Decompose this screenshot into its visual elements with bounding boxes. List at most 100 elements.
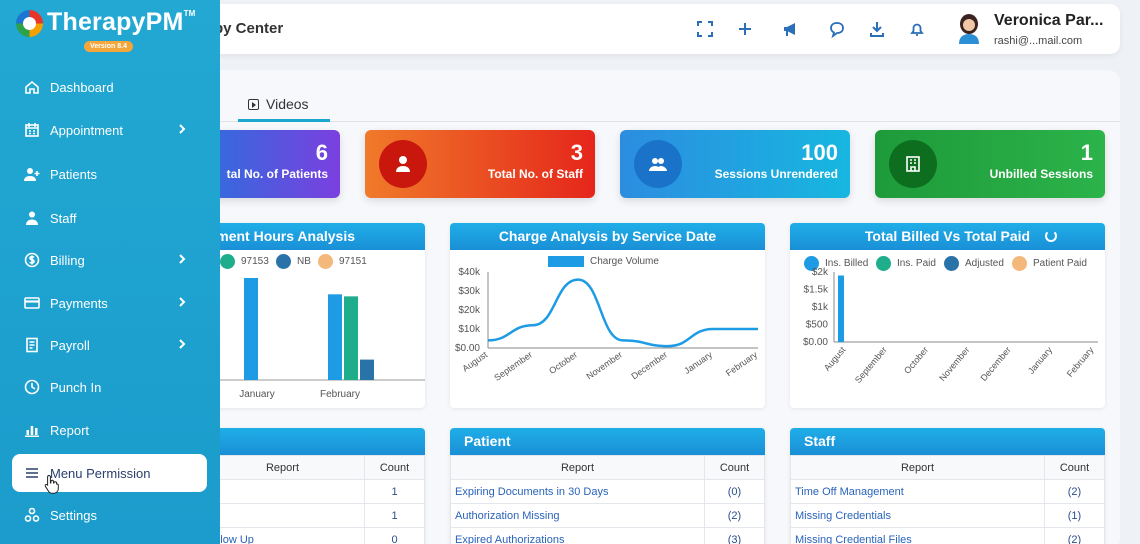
- x-tick-label: December: [629, 349, 669, 381]
- y-tick-label: $30k: [458, 286, 481, 297]
- sidebar-item-menu-permission[interactable]: Menu Permission: [12, 454, 207, 492]
- fullscreen-icon[interactable]: [696, 20, 714, 38]
- megaphone-icon[interactable]: [782, 20, 800, 38]
- sidebar-item-punch-in[interactable]: Punch In: [12, 368, 207, 406]
- bar-chart-svg: January February: [200, 278, 425, 400]
- chart-title: Total Billed Vs Total Paid: [790, 223, 1105, 250]
- avatar[interactable]: [956, 12, 982, 44]
- legend-item[interactable]: Charge Volume: [548, 256, 659, 267]
- stat-card-patients[interactable]: 6 tal No. of Patients: [200, 130, 340, 198]
- table-panel-patient: Patient Report Count Expiring Documents i…: [450, 428, 765, 544]
- x-tick-label: November: [937, 345, 971, 383]
- x-tick-label: October: [547, 349, 579, 376]
- report-link[interactable]: Missing Credential Files: [790, 527, 1045, 544]
- stat-card-sessions-unrendered[interactable]: 100 Sessions Unrendered: [620, 130, 850, 198]
- y-tick-label: $0.00: [803, 337, 828, 348]
- bell-icon[interactable]: [908, 20, 926, 38]
- staff-icon: [379, 140, 427, 188]
- report-link[interactable]: Follow Up: [200, 527, 365, 544]
- tab-videos[interactable]: Videos: [248, 96, 309, 120]
- legend-item[interactable]: NB: [276, 254, 311, 269]
- sidebar-item-payments[interactable]: Payments: [12, 284, 207, 322]
- sidebar-item-billing[interactable]: Billing: [12, 241, 207, 279]
- y-tick-label: $10k: [458, 324, 481, 335]
- report-link[interactable]: [200, 479, 365, 504]
- sidebar-item-appointment[interactable]: Appointment: [12, 111, 207, 149]
- report-link[interactable]: [200, 503, 365, 528]
- table-row[interactable]: Missing Credentials (1): [790, 503, 1105, 528]
- legend-item[interactable]: Patient Paid: [1012, 256, 1087, 271]
- column-header: Count: [364, 455, 425, 480]
- table-title: Staff: [790, 428, 1105, 455]
- x-tick-label: September: [492, 349, 534, 382]
- table-row[interactable]: Follow Up 0: [200, 527, 425, 544]
- x-tick-label: November: [584, 349, 624, 381]
- report-link[interactable]: Expired Authorizations: [450, 527, 705, 544]
- chevron-right-icon: [175, 295, 189, 309]
- table-row[interactable]: Authorization Missing (2): [450, 503, 765, 528]
- sidebar-item-staff[interactable]: Staff: [12, 199, 207, 237]
- count-cell: (2): [704, 503, 765, 528]
- table-row[interactable]: Expiring Documents in 30 Days (0): [450, 479, 765, 504]
- table-row[interactable]: 1: [200, 479, 425, 504]
- count-cell: (2): [1044, 527, 1105, 544]
- x-tick-label: January: [682, 349, 714, 376]
- table-title: Patient: [450, 428, 765, 455]
- x-tick-label: August: [822, 344, 848, 372]
- sidebar-item-patients[interactable]: Patients: [12, 155, 207, 193]
- series-line: [487, 278, 758, 348]
- bar: [838, 275, 844, 342]
- sidebar-item-label: Menu Permission: [50, 466, 151, 481]
- table-row[interactable]: Missing Credential Files (2): [790, 527, 1105, 544]
- report-link[interactable]: Expiring Documents in 30 Days: [450, 479, 705, 504]
- report-table: Report Count Time Off Management (2) Missi…: [790, 455, 1105, 544]
- payroll-icon: [24, 337, 40, 353]
- report-table: Report Count 1 1 Follow Up 0: [200, 455, 425, 544]
- column-header: Count: [704, 455, 765, 480]
- count-cell: (1): [1044, 503, 1105, 528]
- legend-item[interactable]: 97153: [220, 254, 269, 269]
- report-link[interactable]: Missing Credentials: [790, 503, 1045, 528]
- legend-item[interactable]: 97151: [318, 254, 367, 269]
- column-header: Report: [450, 455, 705, 480]
- play-icon: [248, 99, 259, 110]
- version-badge: Version 8.4: [84, 41, 133, 52]
- y-tick-label: $2k: [812, 267, 829, 278]
- count-cell: (0): [704, 479, 765, 504]
- sidebar-item-dashboard[interactable]: Dashboard: [12, 68, 207, 106]
- table-row[interactable]: Expired Authorizations (3): [450, 527, 765, 544]
- sidebar-item-payroll[interactable]: Payroll: [12, 326, 207, 364]
- legend-item[interactable]: Ins. Paid: [876, 256, 936, 271]
- stat-label: Unbilled Sessions: [989, 167, 1093, 181]
- sidebar-item-report[interactable]: Report: [12, 411, 207, 449]
- download-icon[interactable]: [868, 20, 886, 38]
- legend-item[interactable]: Ins. Billed: [804, 256, 868, 271]
- sidebar-item-label: Settings: [50, 508, 97, 523]
- tick-label: February: [320, 389, 360, 400]
- stat-card-staff[interactable]: 3 Total No. of Staff: [365, 130, 595, 198]
- sidebar-item-label: Appointment: [50, 123, 123, 138]
- stat-card-unbilled-sessions[interactable]: 1 Unbilled Sessions: [875, 130, 1105, 198]
- y-tick-label: $0.00: [455, 343, 480, 354]
- table-row[interactable]: Time Off Management (2): [790, 479, 1105, 504]
- sidebar-item-settings[interactable]: Settings: [12, 496, 207, 534]
- chat-icon[interactable]: [828, 20, 846, 39]
- chevron-right-icon: [175, 122, 189, 136]
- count-cell: 1: [364, 503, 425, 528]
- table-row[interactable]: 1: [200, 503, 425, 528]
- users-icon: [634, 140, 682, 188]
- dollar-coin-icon: [24, 252, 40, 268]
- report-link[interactable]: Time Off Management: [790, 479, 1045, 504]
- y-tick-label: $1k: [812, 302, 829, 313]
- tab-divider: [220, 121, 1120, 122]
- legend-item[interactable]: Adjusted: [944, 256, 1004, 271]
- plus-icon[interactable]: [736, 20, 754, 38]
- count-cell: 0: [364, 527, 425, 544]
- refresh-icon[interactable]: [1045, 230, 1057, 242]
- table-title: [200, 428, 425, 455]
- chart-title: Charge Analysis by Service Date: [450, 223, 765, 250]
- user-name[interactable]: Veronica Par...: [994, 12, 1104, 29]
- tick-label: January: [239, 389, 275, 400]
- report-link[interactable]: Authorization Missing: [450, 503, 705, 528]
